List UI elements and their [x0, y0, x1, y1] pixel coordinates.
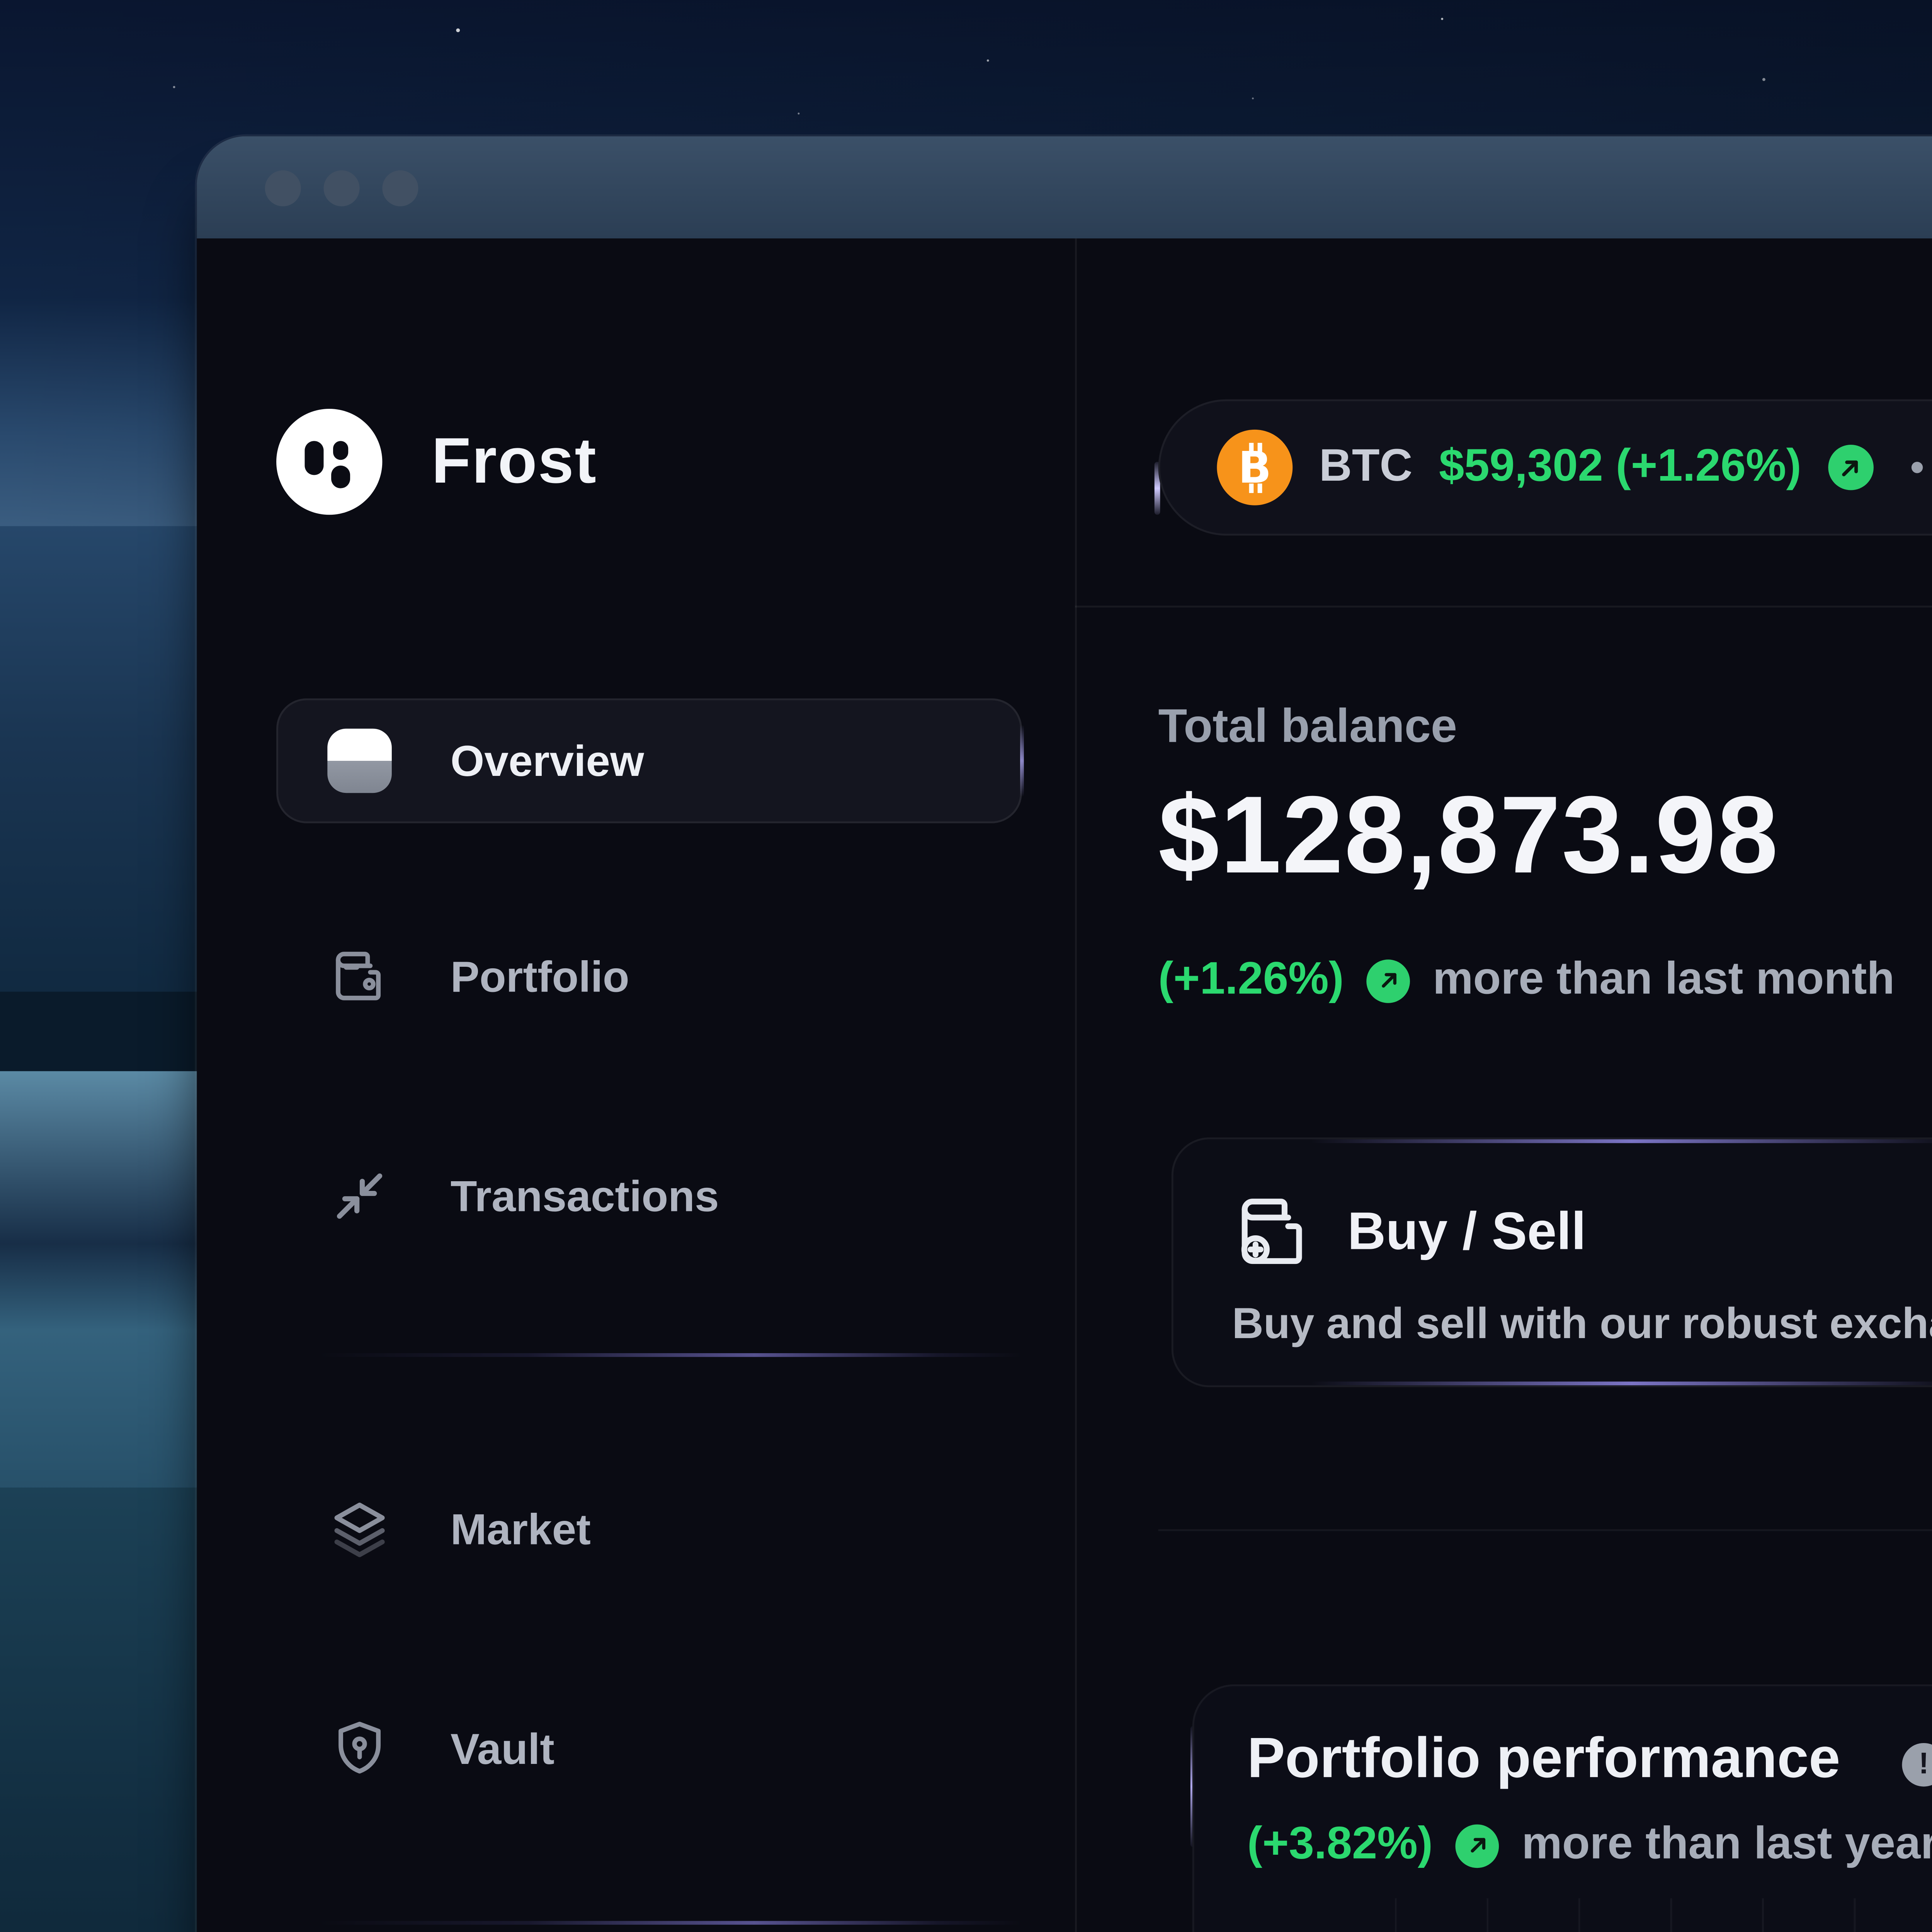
performance-line-chart[interactable] — [1194, 1883, 1932, 1932]
window-zoom-button[interactable] — [382, 170, 418, 206]
action-title: Buy / Sell — [1347, 1202, 1586, 1261]
buy-sell-card[interactable]: Buy / Sell Buy and sell with our robust … — [1171, 1137, 1932, 1388]
trend-up-badge-icon — [1828, 445, 1874, 490]
wallet-icon — [325, 942, 393, 1010]
sidebar-item-label: Portfolio — [450, 951, 629, 1000]
action-subtitle: Buy and sell with our robust exchanges — [1232, 1298, 1932, 1348]
btc-coin-icon: B — [1217, 429, 1293, 505]
sidebar-item-label: Overview — [450, 735, 644, 785]
overview-icon — [325, 727, 393, 795]
wallet-plus-icon — [1230, 1189, 1317, 1276]
performance-change-note: more than last year — [1522, 1818, 1932, 1870]
trend-up-badge-icon — [1366, 958, 1410, 1002]
ticker-quote: $59,302 (+1.26%) — [1439, 441, 1801, 492]
ticker-symbol: BTC — [1319, 441, 1413, 492]
window-titlebar[interactable] — [197, 136, 1932, 239]
ticker-separator-dot — [1911, 462, 1923, 473]
layers-icon — [325, 1495, 393, 1563]
sidebar-item-portfolio[interactable]: Portfolio — [276, 914, 1022, 1039]
sidebar-item-label: Vault — [450, 1723, 554, 1772]
app-title: Frost — [431, 426, 597, 498]
balance-change-note: more than last month — [1433, 954, 1895, 1005]
frost-logo-icon — [276, 408, 383, 515]
sidebar-divider — [1075, 238, 1077, 1932]
info-icon[interactable]: ! — [1902, 1743, 1932, 1787]
window-minimize-button[interactable] — [323, 170, 360, 206]
balance-change-row: (+1.26%) more than last month — [1158, 954, 1895, 1007]
sidebar-item-label: Transactions — [450, 1170, 719, 1220]
app-window: Frost Overview Portfolio — [197, 136, 1932, 1932]
card-glow-top — [1173, 1139, 1932, 1143]
portfolio-performance-card: Portfolio performance ! (+3.82%) more th… — [1192, 1684, 1932, 1932]
trend-up-badge-icon — [1455, 1823, 1499, 1867]
performance-change-row: (+3.82%) more than last year — [1247, 1819, 1932, 1872]
window-close-button[interactable] — [265, 170, 301, 206]
app-content: Frost Overview Portfolio — [197, 238, 1932, 1932]
chart-gridlines — [1395, 1898, 1932, 1932]
price-ticker[interactable]: B BTC $59,302 (+1.26%) ETH $2,508(+1.29%… — [1158, 399, 1932, 536]
performance-title: Portfolio performance — [1247, 1728, 1840, 1791]
sidebar-item-label: Market — [450, 1503, 591, 1553]
total-balance-label: Total balance — [1158, 700, 1458, 753]
sidebar-item-market[interactable]: Market — [276, 1467, 1022, 1592]
wallpaper-stars — [0, 0, 8, 8]
sidebar-item-vault[interactable]: Vault — [276, 1686, 1022, 1811]
header-divider — [1075, 605, 1932, 608]
sidebar-section-divider — [318, 1921, 1022, 1925]
svg-text:B: B — [1238, 442, 1271, 493]
sidebar-item-overview[interactable]: Overview — [276, 698, 1024, 823]
sidebar-section-divider — [318, 1353, 1022, 1357]
total-balance-value: $128,873.98 — [1158, 774, 1779, 897]
performance-change: (+3.82%) — [1247, 1818, 1433, 1870]
section-divider — [1158, 1529, 1932, 1531]
balance-change: (+1.26%) — [1158, 954, 1344, 1005]
transfer-arrows-icon — [325, 1162, 393, 1230]
sidebar-item-transactions[interactable]: Transactions — [276, 1134, 1022, 1259]
shield-lock-icon — [325, 1714, 393, 1782]
card-glow-bottom — [1173, 1381, 1932, 1386]
